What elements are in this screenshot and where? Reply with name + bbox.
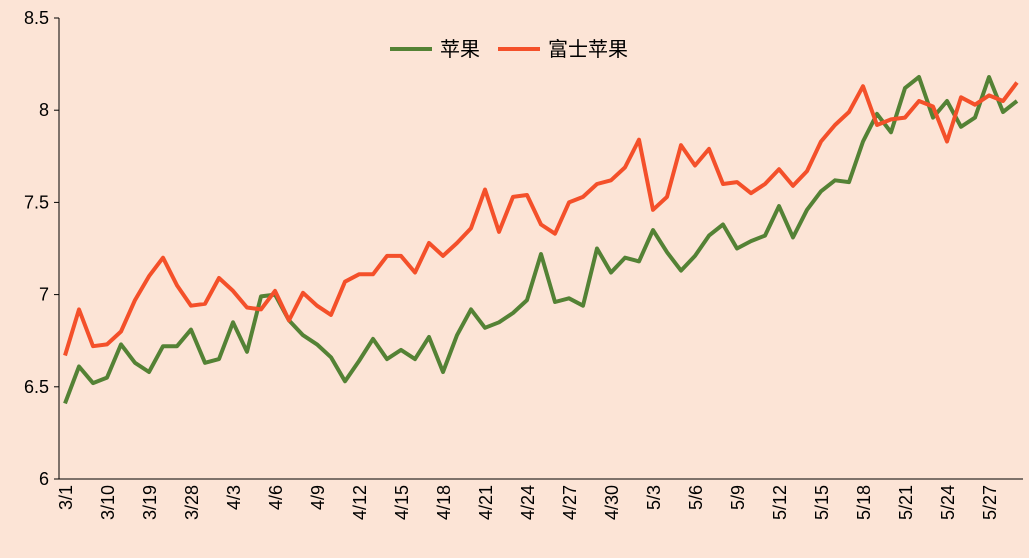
legend-label: 富士苹果	[548, 38, 628, 61]
x-tick-label: 4/24	[518, 485, 538, 520]
x-tick-label: 5/15	[812, 485, 832, 520]
y-tick-label: 7.5	[24, 192, 49, 212]
y-tick-label: 6	[39, 469, 49, 489]
x-tick-label: 4/18	[434, 485, 454, 520]
x-tick-label: 3/1	[56, 485, 76, 510]
x-tick-label: 4/12	[350, 485, 370, 520]
x-tick-label: 3/19	[140, 485, 160, 520]
x-tick-label: 3/28	[182, 485, 202, 520]
x-tick-label: 5/21	[896, 485, 916, 520]
x-tick-label: 4/9	[308, 485, 328, 510]
y-tick-label: 7	[39, 285, 49, 305]
x-tick-label: 4/30	[602, 485, 622, 520]
y-tick-label: 8.5	[24, 8, 49, 28]
x-tick-label: 5/9	[728, 485, 748, 510]
x-tick-label: 4/27	[560, 485, 580, 520]
series-line	[63, 81, 1019, 357]
x-tick-label: 5/3	[644, 485, 664, 510]
x-tick-label: 5/18	[854, 485, 874, 520]
x-tick-label: 5/6	[686, 485, 706, 510]
x-tick-label: 4/3	[224, 485, 244, 510]
y-tick-label: 8	[39, 100, 49, 120]
x-tick-label: 4/6	[266, 485, 286, 510]
x-tick-label: 5/27	[980, 485, 1000, 520]
x-tick-label: 5/24	[938, 485, 958, 520]
x-tick-label: 4/21	[476, 485, 496, 520]
y-tick-label: 6.5	[24, 377, 49, 397]
x-tick-label: 3/10	[98, 485, 118, 520]
x-tick-label: 4/15	[392, 485, 412, 520]
legend-label: 苹果	[440, 38, 480, 61]
x-tick-label: 5/12	[770, 485, 790, 520]
series-line	[63, 75, 1019, 405]
